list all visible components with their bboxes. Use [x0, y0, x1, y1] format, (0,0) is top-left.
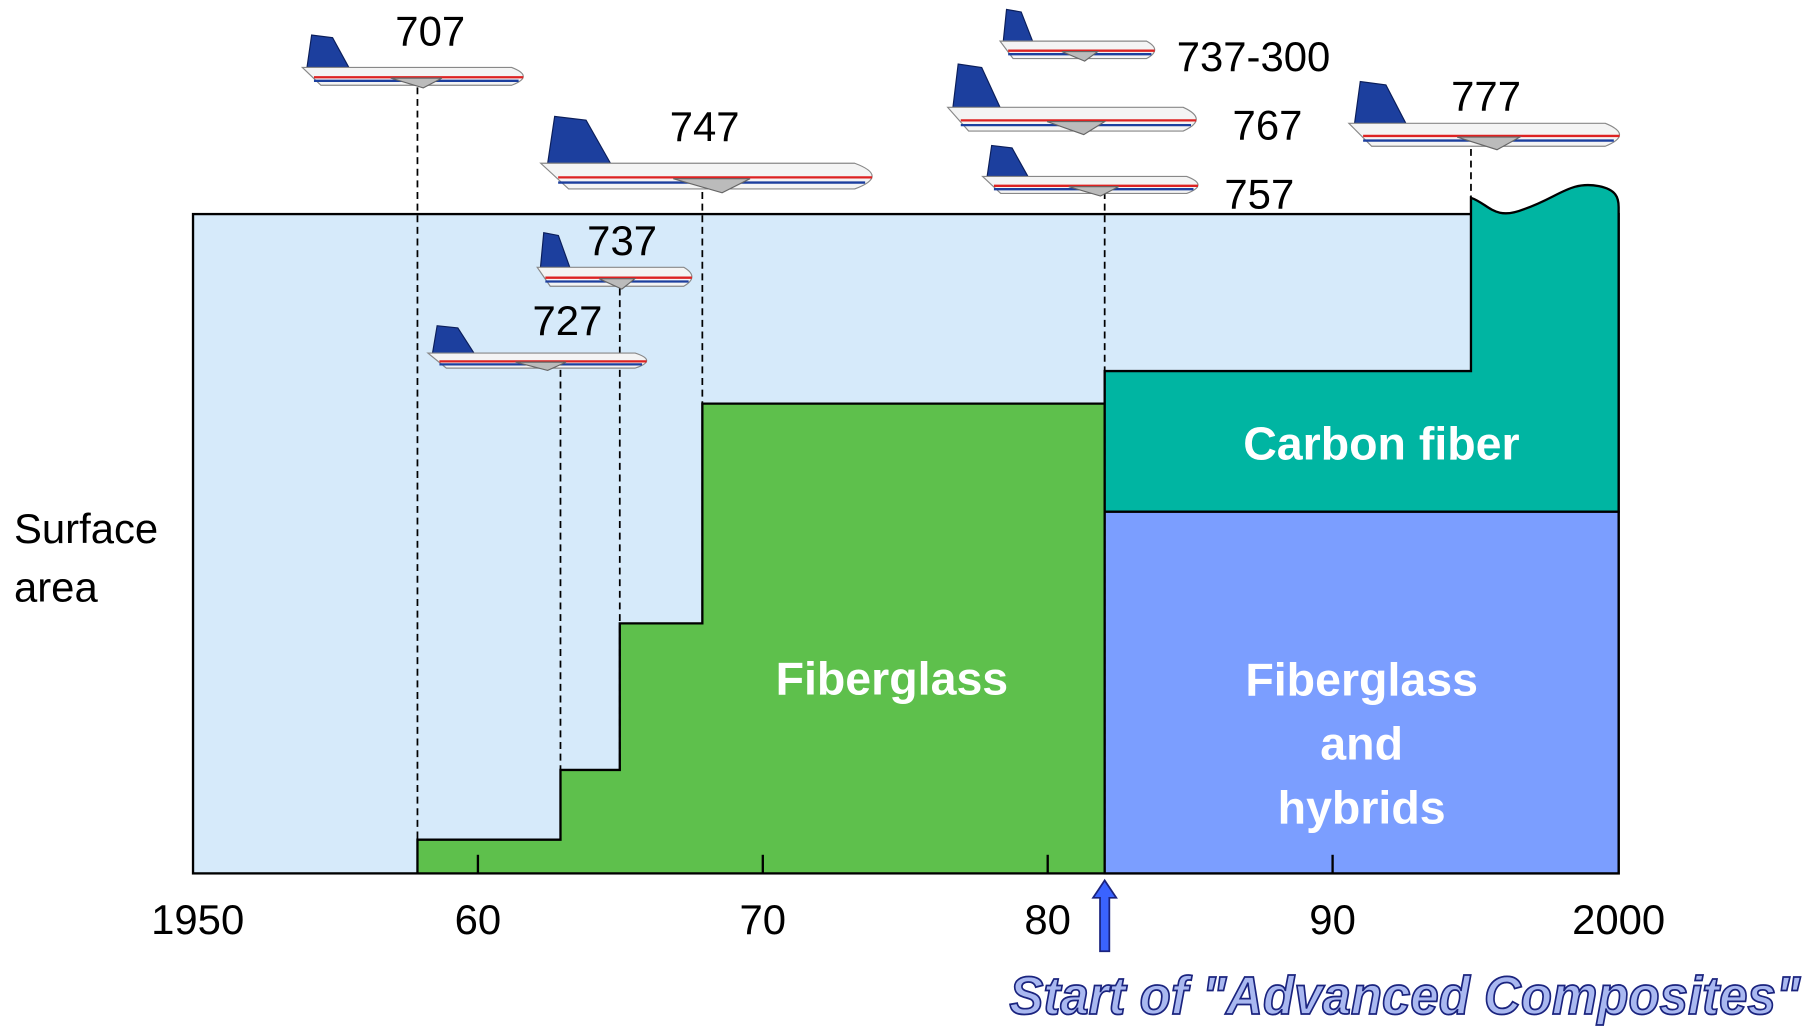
diagram: Surface area 1950 60 70 80 90 2000 707 7…	[0, 0, 1814, 1027]
region-label: Carbon fiber	[1243, 417, 1519, 469]
x-tick-label: 2000	[1572, 896, 1665, 943]
x-tick-label: 70	[740, 896, 787, 943]
aircraft-icon	[948, 64, 1197, 135]
aircraft-label: 747	[670, 103, 740, 150]
tail	[1355, 82, 1406, 124]
region-label: Fiberglass	[1245, 653, 1478, 705]
region-label: Fiberglass	[776, 652, 1009, 704]
aircraft-icon	[983, 145, 1198, 196]
aircraft-label: 727	[533, 297, 603, 344]
y-axis-label: Surface	[14, 505, 158, 552]
x-tick-label: 90	[1309, 896, 1356, 943]
tail	[953, 64, 1000, 107]
aircraft-label: 707	[395, 7, 465, 54]
y-axis-label: area	[14, 563, 98, 610]
aircraft-label: 777	[1451, 73, 1521, 120]
region-label: hybrids	[1278, 781, 1446, 833]
aircraft-label: 767	[1233, 102, 1303, 149]
start-arrow	[1093, 880, 1116, 951]
tail	[987, 145, 1028, 176]
tail	[548, 116, 611, 163]
x-tick-label: 60	[455, 896, 502, 943]
tail	[307, 35, 349, 67]
aircraft-label: 737	[587, 217, 657, 264]
tail	[1003, 9, 1032, 41]
aircraft-label: 737-300	[1177, 33, 1331, 80]
region-label: and	[1320, 717, 1403, 769]
aircraft-label: 757	[1224, 170, 1294, 217]
x-tick-label: 80	[1024, 896, 1071, 943]
aircraft-icon	[1000, 9, 1155, 61]
annotation: Start of "Advanced Composites"	[1009, 967, 1800, 1026]
x-tick-label: 1950	[151, 896, 244, 943]
page: Surface area 1950 60 70 80 90 2000 707 7…	[0, 0, 1814, 1027]
